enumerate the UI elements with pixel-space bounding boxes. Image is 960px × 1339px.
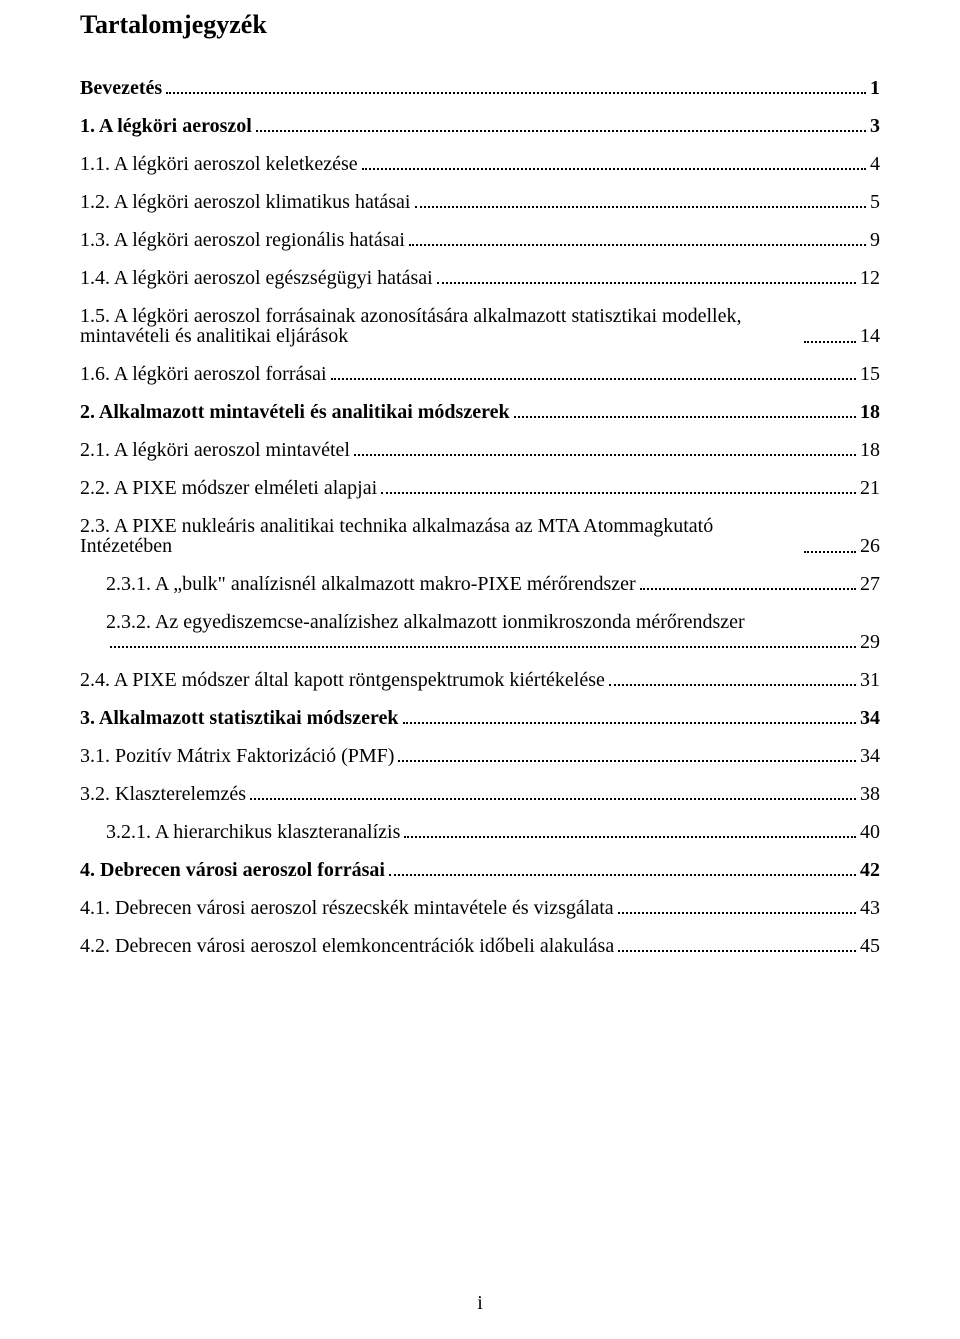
toc-label: 1.1. A légköri aeroszol keletkezése	[80, 154, 358, 174]
toc-entry: 1. A légköri aeroszol 3	[80, 116, 880, 136]
toc-leader	[398, 746, 856, 762]
toc-leader	[110, 632, 856, 648]
toc-label: 1.5. A légköri aeroszol forrásainak azon…	[80, 306, 800, 346]
toc-entry-continuation: 29	[106, 632, 880, 652]
toc-label: 3. Alkalmazott statisztikai módszerek	[80, 708, 399, 728]
toc-entry: 3.2. Klaszterelemzés 38	[80, 784, 880, 804]
toc-leader	[331, 364, 856, 380]
toc-leader	[166, 78, 866, 94]
toc-page: 3	[870, 116, 880, 136]
page: Tartalomjegyzék Bevezetés 1 1. A légköri …	[0, 0, 960, 1339]
toc-label: 2. Alkalmazott mintavételi és analitikai…	[80, 402, 510, 422]
toc-entry: 2.4. A PIXE módszer által kapott röntgen…	[80, 670, 880, 690]
toc-entry: 2.3.1. A „bulk" analízisnél alkalmazott …	[106, 574, 880, 594]
toc-entry: 2.1. A légköri aeroszol mintavétel 18	[80, 440, 880, 460]
toc-leader	[618, 936, 856, 952]
toc-page: 18	[860, 440, 880, 460]
toc-leader	[437, 268, 856, 284]
toc-leader	[250, 784, 856, 800]
toc-leader	[415, 192, 867, 208]
toc-page: 43	[860, 898, 880, 918]
toc-entry: Bevezetés 1	[80, 78, 880, 98]
toc-page: 18	[860, 402, 880, 422]
toc-label: 1. A légköri aeroszol	[80, 116, 252, 136]
toc-label: 2.1. A légköri aeroszol mintavétel	[80, 440, 350, 460]
toc-page: 9	[870, 230, 880, 250]
page-number-footer: i	[0, 1292, 960, 1315]
toc-leader	[404, 822, 856, 838]
toc-page: 29	[860, 632, 880, 652]
toc-entry: 1.2. A légköri aeroszol klimatikus hatás…	[80, 192, 880, 212]
toc-label: 2.2. A PIXE módszer elméleti alapjai	[80, 478, 377, 498]
toc-entry: 1.4. A légköri aeroszol egészségügyi hat…	[80, 268, 880, 288]
toc-label: 3.2. Klaszterelemzés	[80, 784, 246, 804]
toc-page: 1	[870, 78, 880, 98]
toc-leader	[609, 670, 856, 686]
toc-label: 1.3. A légköri aeroszol regionális hatás…	[80, 230, 405, 250]
toc-page: 21	[860, 478, 880, 498]
toc-entry: 2.3. A PIXE nukleáris analitikai technik…	[80, 516, 880, 556]
toc-label: 1.6. A légköri aeroszol forrásai	[80, 364, 327, 384]
toc-entry: 2. Alkalmazott mintavételi és analitikai…	[80, 402, 880, 422]
toc-entry: 4.1. Debrecen városi aeroszol részecskék…	[80, 898, 880, 918]
toc-entry: 1.5. A légköri aeroszol forrásainak azon…	[80, 306, 880, 346]
toc-label: 4.1. Debrecen városi aeroszol részecskék…	[80, 898, 614, 918]
toc-page: 12	[860, 268, 880, 288]
toc-label: 2.3.1. A „bulk" analízisnél alkalmazott …	[106, 574, 636, 594]
toc-leader	[804, 537, 856, 553]
toc-label: 1.2. A légköri aeroszol klimatikus hatás…	[80, 192, 411, 212]
toc-entry: 2.3.2. Az egyediszemcse-analízishez alka…	[106, 612, 880, 632]
toc-page: 34	[860, 708, 880, 728]
toc-page: 26	[860, 536, 880, 556]
toc-leader	[389, 860, 856, 876]
toc-label: 4.2. Debrecen városi aeroszol elemkoncen…	[80, 936, 614, 956]
toc-page: 4	[870, 154, 880, 174]
toc-label: 2.3.2. Az egyediszemcse-analízishez alka…	[106, 612, 745, 632]
toc-page: 5	[870, 192, 880, 212]
toc-page: 42	[860, 860, 880, 880]
toc-entry: 3. Alkalmazott statisztikai módszerek 34	[80, 708, 880, 728]
toc-leader	[514, 402, 856, 418]
toc-label: 2.3. A PIXE nukleáris analitikai technik…	[80, 516, 800, 556]
toc-page: 27	[860, 574, 880, 594]
toc-entry: 1.1. A légköri aeroszol keletkezése 4	[80, 154, 880, 174]
toc-leader	[354, 440, 856, 456]
page-title: Tartalomjegyzék	[80, 10, 880, 40]
toc-leader	[409, 230, 866, 246]
toc-leader	[804, 327, 856, 343]
toc-leader	[403, 708, 857, 724]
table-of-contents: Bevezetés 1 1. A légköri aeroszol 3 1.1. A…	[80, 78, 880, 956]
toc-entry: 3.2.1. A hierarchikus klaszteranalízis 4…	[106, 822, 880, 842]
toc-entry: 4. Debrecen városi aeroszol forrásai 42	[80, 860, 880, 880]
toc-page: 14	[860, 326, 880, 346]
toc-label: 3.1. Pozitív Mátrix Faktorizáció (PMF)	[80, 746, 394, 766]
toc-entry: 1.6. A légköri aeroszol forrásai 15	[80, 364, 880, 384]
toc-leader	[256, 116, 866, 132]
toc-leader	[362, 154, 866, 170]
toc-label: 1.4. A légköri aeroszol egészségügyi hat…	[80, 268, 433, 288]
toc-label: Bevezetés	[80, 78, 162, 98]
toc-label: 2.4. A PIXE módszer által kapott röntgen…	[80, 670, 605, 690]
toc-page: 38	[860, 784, 880, 804]
toc-page: 15	[860, 364, 880, 384]
toc-leader	[640, 574, 856, 590]
toc-entry: 4.2. Debrecen városi aeroszol elemkoncen…	[80, 936, 880, 956]
toc-page: 34	[860, 746, 880, 766]
toc-page: 40	[860, 822, 880, 842]
toc-leader	[381, 478, 856, 494]
toc-page: 45	[860, 936, 880, 956]
toc-entry: 3.1. Pozitív Mátrix Faktorizáció (PMF) 3…	[80, 746, 880, 766]
toc-label: 3.2.1. A hierarchikus klaszteranalízis	[106, 822, 400, 842]
toc-page: 31	[860, 670, 880, 690]
toc-label: 4. Debrecen városi aeroszol forrásai	[80, 860, 385, 880]
toc-entry: 2.2. A PIXE módszer elméleti alapjai 21	[80, 478, 880, 498]
toc-entry: 1.3. A légköri aeroszol regionális hatás…	[80, 230, 880, 250]
toc-leader	[618, 898, 856, 914]
